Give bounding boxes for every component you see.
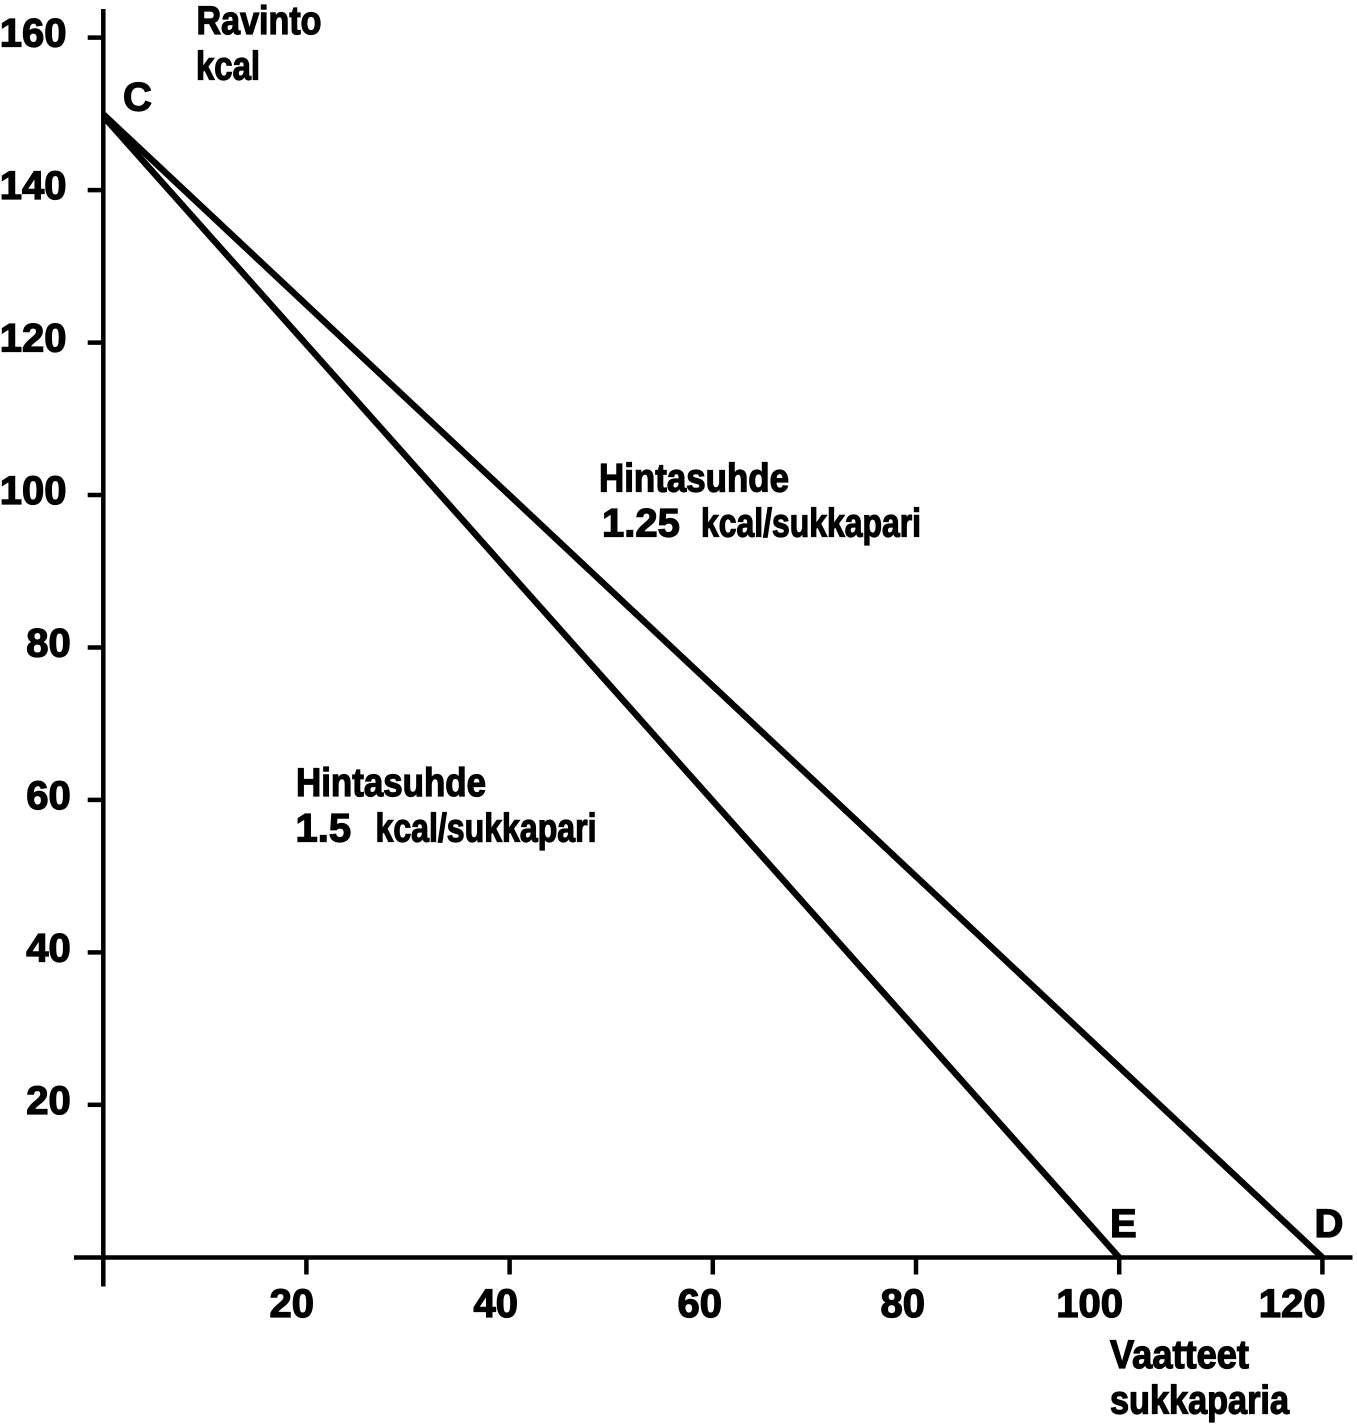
svg-text:20: 20 [270, 1282, 315, 1326]
svg-text:80: 80 [881, 1282, 926, 1326]
svg-text:kcal/sukkapari: kcal/sukkapari [376, 807, 597, 851]
svg-text:40: 40 [474, 1282, 519, 1326]
svg-text:Hintasuhde: Hintasuhde [296, 761, 486, 805]
svg-text:40: 40 [26, 926, 71, 970]
svg-text:D: D [1315, 1202, 1344, 1246]
svg-text:1.5: 1.5 [296, 807, 352, 851]
svg-text:60: 60 [26, 774, 71, 818]
svg-text:100: 100 [1056, 1282, 1123, 1326]
svg-text:60: 60 [678, 1282, 723, 1326]
svg-text:Hintasuhde: Hintasuhde [599, 457, 789, 501]
svg-text:20: 20 [26, 1079, 71, 1123]
svg-text:Vaatteet: Vaatteet [1110, 1333, 1249, 1377]
svg-text:E: E [1110, 1202, 1137, 1246]
svg-text:sukkaparia: sukkaparia [1110, 1379, 1290, 1423]
svg-text:120: 120 [1259, 1282, 1326, 1326]
svg-text:120: 120 [0, 317, 67, 361]
svg-text:C: C [123, 76, 152, 120]
svg-text:160: 160 [0, 12, 67, 56]
svg-text:140: 140 [0, 164, 67, 208]
svg-text:100: 100 [0, 469, 67, 513]
svg-text:80: 80 [26, 622, 71, 666]
svg-text:kcal/sukkapari: kcal/sukkapari [701, 502, 921, 546]
svg-text:Ravinto: Ravinto [197, 0, 322, 43]
svg-text:kcal: kcal [196, 45, 260, 89]
svg-text:1.25: 1.25 [602, 502, 680, 546]
